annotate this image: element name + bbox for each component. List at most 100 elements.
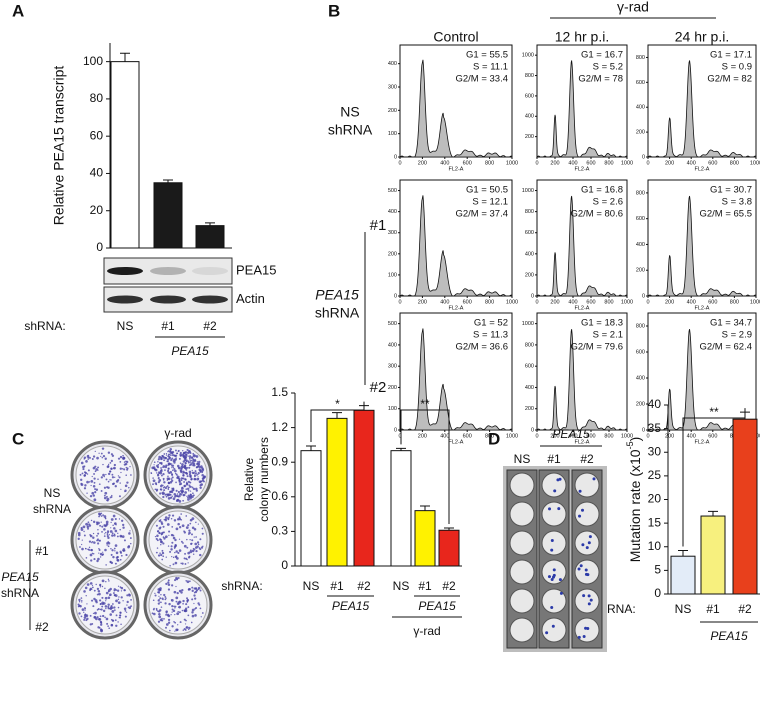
- colony: [115, 599, 118, 603]
- colony: [80, 597, 83, 599]
- colony: [187, 562, 189, 564]
- colony: [161, 474, 163, 477]
- stat-label: G2/M = 82: [707, 74, 752, 85]
- colony: [87, 456, 90, 459]
- colony: [159, 552, 161, 554]
- plot-frame: [536, 312, 628, 431]
- colony: [176, 612, 180, 616]
- colony: [587, 541, 591, 545]
- colony: [99, 583, 102, 586]
- colony: [191, 589, 194, 593]
- colony: [108, 470, 112, 473]
- colony: [95, 468, 98, 471]
- colony: [93, 477, 96, 480]
- colony: [165, 495, 168, 498]
- x-tick-label: 1000: [750, 299, 760, 305]
- colony: [98, 539, 100, 542]
- y-tick-label: 400: [525, 114, 534, 120]
- colony: [106, 544, 108, 546]
- colony: [175, 449, 177, 452]
- colony: [550, 606, 554, 610]
- colony: [86, 480, 89, 484]
- colony: [83, 456, 87, 459]
- colony: [192, 553, 195, 555]
- stat-label: G1 = 50.5: [466, 185, 508, 196]
- y-tick-label: 200: [525, 272, 534, 278]
- colony: [104, 517, 107, 520]
- colony: [152, 599, 155, 602]
- y-tick-label: 0: [531, 293, 534, 299]
- colony: [114, 619, 117, 622]
- colony: [192, 462, 196, 465]
- colony: [152, 479, 156, 483]
- y-tick-label: 600: [525, 93, 534, 99]
- colony: [176, 591, 179, 595]
- blot-band: [150, 295, 186, 304]
- colony: [114, 562, 117, 565]
- colony: [187, 498, 190, 501]
- colony: [168, 456, 171, 459]
- colony: [163, 486, 166, 488]
- colony: [81, 547, 84, 551]
- colony: [183, 465, 186, 468]
- colony: [176, 518, 180, 521]
- colony: [184, 468, 187, 470]
- colony: [188, 470, 192, 474]
- y-tick-label: 600: [636, 80, 645, 86]
- colony: [107, 596, 111, 600]
- colony: [178, 538, 181, 540]
- colony: [190, 476, 192, 478]
- colony: [107, 625, 109, 627]
- colony: [105, 520, 109, 524]
- y-tick-label: 300: [388, 230, 397, 236]
- colony: [190, 495, 194, 499]
- colony: [109, 613, 112, 616]
- colony: [196, 541, 200, 544]
- colony: [121, 535, 125, 539]
- y-tick-label: 25: [648, 468, 662, 482]
- colony: [77, 533, 81, 537]
- colony: [126, 481, 129, 484]
- colony: [179, 462, 182, 464]
- colony: [116, 559, 120, 562]
- colony: [118, 616, 120, 619]
- colony: [168, 462, 171, 466]
- histogram: [535, 60, 628, 158]
- colony: [168, 450, 170, 452]
- x-tick-label: 600: [463, 433, 472, 439]
- bar: [300, 450, 322, 567]
- colony: [188, 473, 191, 476]
- well: [541, 559, 567, 585]
- colony: [155, 551, 158, 554]
- colony: [98, 592, 101, 596]
- colony: [182, 599, 185, 603]
- y-tick-label: 1000: [522, 188, 534, 194]
- plate-inner: [75, 445, 135, 505]
- colony: [106, 533, 109, 536]
- colony: [79, 604, 82, 608]
- x-axis-label: FL2-A: [449, 166, 464, 172]
- colony: [186, 597, 189, 600]
- colony: [174, 630, 176, 632]
- colony: [157, 461, 159, 463]
- colony: [101, 456, 104, 459]
- colony: [160, 543, 162, 546]
- colony: [102, 553, 105, 556]
- x-tick-label: 1000: [506, 299, 518, 305]
- colony: [158, 527, 161, 530]
- colony: [198, 468, 202, 471]
- colony: [105, 600, 107, 602]
- colony: [185, 515, 188, 517]
- blot-band: [192, 267, 228, 275]
- colony: [588, 535, 592, 539]
- colony: [106, 495, 108, 498]
- colony: [184, 455, 187, 459]
- colony: [188, 466, 191, 469]
- colony: [128, 532, 131, 535]
- colony: [176, 452, 178, 455]
- colony: [187, 606, 190, 609]
- colony: [160, 458, 162, 461]
- colony: [191, 608, 195, 612]
- colony: [174, 607, 176, 609]
- significance-bracket: [400, 409, 450, 524]
